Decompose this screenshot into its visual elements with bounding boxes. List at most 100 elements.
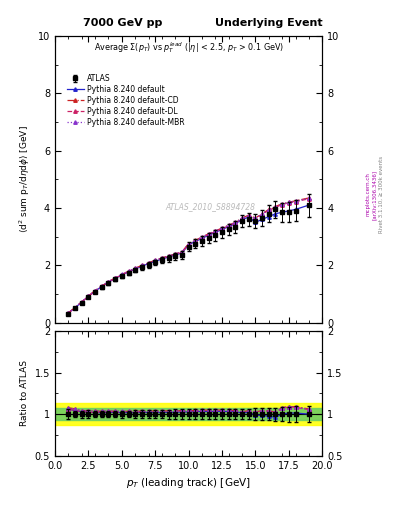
Pythia 8.240 default-CD [160,255,164,261]
Pythia 8.240 default [99,284,104,290]
Pythia 8.240 default [140,263,144,269]
Pythia 8.240 default [233,221,238,227]
Pythia 8.240 default-MBR [253,216,258,222]
Pythia 8.240 default-CD [226,222,231,228]
Pythia 8.240 default-MBR [140,263,144,269]
Pythia 8.240 default-CD [233,219,238,225]
Pythia 8.240 default-DL [106,279,111,285]
Pythia 8.240 default-DL [240,216,244,222]
Pythia 8.240 default [186,242,191,248]
Pythia 8.240 default-DL [286,200,291,206]
Y-axis label: $\langle$d$^2$ sum p$_T$/d$\eta$d$\phi$$\rangle$ [GeV]: $\langle$d$^2$ sum p$_T$/d$\eta$d$\phi$$… [18,125,32,233]
Pythia 8.240 default-CD [246,212,251,218]
Pythia 8.240 default-DL [213,228,218,234]
Pythia 8.240 default-DL [307,196,311,202]
Text: Average $\Sigma(p_T)$ vs $p_T^{lead}$ ($|\eta|$ < 2.5, $p_T$ > 0.1 GeV): Average $\Sigma(p_T)$ vs $p_T^{lead}$ ($… [94,40,284,55]
Pythia 8.240 default [273,210,278,217]
Pythia 8.240 default-CD [126,268,131,274]
Pythia 8.240 default-DL [246,213,251,219]
Text: 7000 GeV pp: 7000 GeV pp [83,18,162,28]
Pythia 8.240 default-CD [93,288,97,294]
Pythia 8.240 default-MBR [200,234,204,240]
Y-axis label: Ratio to ATLAS: Ratio to ATLAS [20,360,29,426]
Pythia 8.240 default [73,305,77,311]
Pythia 8.240 default [126,269,131,275]
Pythia 8.240 default-MBR [160,255,164,261]
Pythia 8.240 default-MBR [280,201,285,207]
Pythia 8.240 default-MBR [133,265,138,271]
Pythia 8.240 default-MBR [233,219,238,225]
Pythia 8.240 default [146,261,151,267]
Pythia 8.240 default-DL [266,207,271,214]
Pythia 8.240 default-MBR [146,260,151,266]
Pythia 8.240 default [266,214,271,220]
Pythia 8.240 default-DL [206,231,211,238]
Pythia 8.240 default-DL [233,220,238,226]
Pythia 8.240 default-DL [293,199,298,205]
Pythia 8.240 default-MBR [260,211,264,217]
Pythia 8.240 default-CD [173,251,178,257]
Pythia 8.240 default [200,236,204,242]
Pythia 8.240 default [253,219,258,225]
Pythia 8.240 default-CD [106,279,111,285]
Pythia 8.240 default [193,239,198,245]
Pythia 8.240 default-CD [119,271,124,278]
Pythia 8.240 default-CD [146,260,151,266]
Pythia 8.240 default-CD [99,283,104,289]
Pythia 8.240 default-MBR [173,251,178,257]
Pythia 8.240 default-MBR [286,199,291,205]
Pythia 8.240 default-CD [153,257,158,263]
Line: Pythia 8.240 default: Pythia 8.240 default [67,203,310,315]
Pythia 8.240 default [66,310,71,316]
Pythia 8.240 default-MBR [206,231,211,237]
Pythia 8.240 default-DL [146,260,151,266]
Pythia 8.240 default [113,275,118,282]
Pythia 8.240 default-CD [206,231,211,237]
Pythia 8.240 default-CD [293,198,298,204]
Pythia 8.240 default-MBR [240,215,244,221]
Pythia 8.240 default-DL [66,310,71,316]
Pythia 8.240 default-MBR [193,238,198,244]
Pythia 8.240 default-CD [186,241,191,247]
Pythia 8.240 default [226,224,231,230]
Pythia 8.240 default-DL [166,253,171,260]
Pythia 8.240 default-DL [86,293,91,300]
Pythia 8.240 default-DL [280,201,285,207]
Pythia 8.240 default-CD [79,298,84,305]
Pythia 8.240 default-DL [186,241,191,247]
Pythia 8.240 default-CD [140,262,144,268]
Pythia 8.240 default-MBR [213,228,218,234]
Line: Pythia 8.240 default-MBR: Pythia 8.240 default-MBR [67,197,310,314]
Pythia 8.240 default-MBR [220,225,224,231]
Pythia 8.240 default-DL [113,275,118,281]
Pythia 8.240 default-DL [253,216,258,222]
Pythia 8.240 default [260,217,264,223]
Pythia 8.240 default-DL [160,255,164,262]
Pythia 8.240 default-MBR [113,275,118,281]
Pythia 8.240 default-CD [220,225,224,231]
Pythia 8.240 default-CD [133,265,138,271]
Line: Pythia 8.240 default-CD: Pythia 8.240 default-CD [67,196,310,314]
Pythia 8.240 default-CD [200,234,204,240]
Pythia 8.240 default-DL [180,249,184,255]
Pythia 8.240 default-MBR [166,253,171,259]
Pythia 8.240 default-CD [286,199,291,205]
Pythia 8.240 default-DL [193,238,198,244]
Pythia 8.240 default [160,256,164,262]
Pythia 8.240 default-MBR [66,310,71,316]
Pythia 8.240 default-CD [73,305,77,311]
Pythia 8.240 default [180,250,184,256]
Pythia 8.240 default [153,258,158,264]
Pythia 8.240 default-MBR [79,298,84,305]
Pythia 8.240 default [246,214,251,220]
Pythia 8.240 default-CD [166,253,171,259]
Pythia 8.240 default-CD [213,228,218,234]
Pythia 8.240 default [280,209,285,216]
Pythia 8.240 default-MBR [86,293,91,299]
Pythia 8.240 default-DL [93,288,97,294]
Pythia 8.240 default-MBR [119,271,124,278]
Pythia 8.240 default-DL [73,305,77,311]
Pythia 8.240 default [286,208,291,214]
Pythia 8.240 default-CD [280,201,285,207]
Pythia 8.240 default-DL [153,258,158,264]
